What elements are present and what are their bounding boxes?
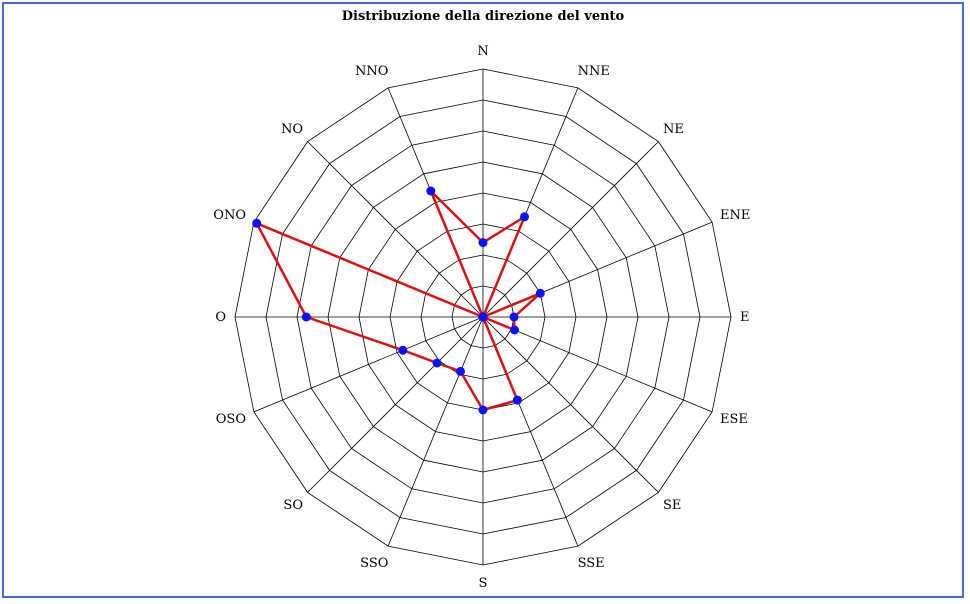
label-o: O [215, 310, 226, 325]
direction-labels: N NNE NE ENE E ESE SE SSE S SSO SO OSO O ONO NO NNO [213, 44, 750, 591]
data-point-ono [252, 218, 262, 228]
spoke-no [307, 141, 484, 318]
spoke-so [307, 316, 484, 493]
series-line [255, 189, 542, 412]
label-nne: NNE [578, 64, 610, 79]
label-oso: OSO [216, 412, 246, 427]
radar-grid [234, 68, 732, 566]
data-point-nne [520, 212, 529, 222]
data-point-o [301, 312, 311, 322]
label-ese: ESE [720, 412, 748, 427]
spoke-oso [253, 316, 484, 413]
spoke-sso [387, 316, 484, 547]
label-no: NO [281, 122, 303, 137]
label-se: SE [663, 498, 681, 513]
label-ono: ONO [213, 208, 246, 223]
label-s: S [479, 576, 488, 591]
label-so: SO [283, 498, 303, 513]
spoke-ne [482, 141, 659, 318]
data-point-ese [510, 325, 519, 335]
data-point-sse [512, 395, 522, 405]
data-point-s [478, 405, 488, 415]
chart-title: Distribuzione della direzione del vento [341, 9, 625, 24]
label-nno: NNO [355, 64, 388, 79]
data-point-n [478, 238, 488, 248]
label-sse: SSE [578, 556, 605, 571]
data-series [252, 186, 545, 415]
spoke-se [482, 316, 659, 493]
label-sso: SSO [360, 556, 388, 571]
data-point-no [478, 312, 488, 322]
data-point-sso [456, 366, 465, 376]
label-ne: NE [663, 122, 684, 137]
label-ene: ENE [720, 208, 750, 223]
data-point-e [509, 312, 519, 322]
label-e: E [740, 310, 750, 325]
label-n: N [477, 44, 488, 59]
data-point-so [432, 358, 442, 368]
spoke-ese [482, 316, 713, 413]
data-point-nno [426, 186, 436, 196]
data-point-oso [398, 345, 408, 355]
data-point-ene [535, 288, 545, 298]
